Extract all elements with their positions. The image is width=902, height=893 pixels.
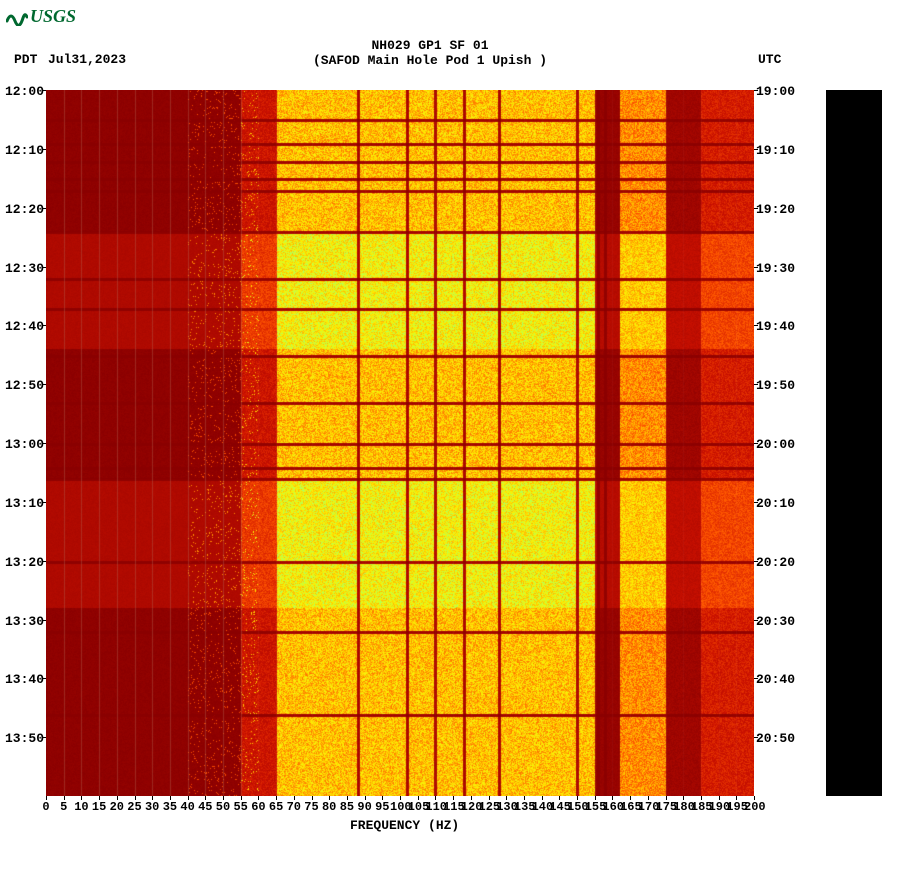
y-right-tick: 19:30 (756, 261, 806, 276)
y-left-tick: 13:40 (4, 672, 44, 687)
y-right-tick: 20:00 (756, 437, 806, 452)
plot-title-block: NH029 GP1 SF 01 (SAFOD Main Hole Pod 1 U… (300, 38, 560, 68)
utc-label: UTC (758, 52, 781, 67)
title-line-1: NH029 GP1 SF 01 (300, 38, 560, 53)
y-right-tick: 20:30 (756, 614, 806, 629)
y-left-tick: 12:40 (4, 319, 44, 334)
y-right-tick: 20:20 (756, 555, 806, 570)
y-left-tick: 13:20 (4, 555, 44, 570)
y-left-tick: 12:30 (4, 261, 44, 276)
y-right-tick: 19:50 (756, 378, 806, 393)
x-axis-label: FREQUENCY (HZ) (350, 818, 459, 833)
y-left-tick: 13:50 (4, 731, 44, 746)
spectrogram-canvas (46, 90, 754, 796)
y-left-tick: 13:00 (4, 437, 44, 452)
y-left-tick: 12:00 (4, 84, 44, 99)
y-right-tick: 20:40 (756, 672, 806, 687)
spectrogram-plot (46, 90, 754, 796)
date-label: Jul31,2023 (48, 52, 126, 67)
x-tick: 200 (744, 800, 764, 814)
y-right-tick: 20:10 (756, 496, 806, 511)
y-left-tick: 13:10 (4, 496, 44, 511)
y-left-tick: 12:50 (4, 378, 44, 393)
y-right-tick: 19:40 (756, 319, 806, 334)
colorbar (826, 90, 882, 796)
y-right-tick: 19:20 (756, 202, 806, 217)
y-right-tick: 19:00 (756, 84, 806, 99)
y-right-tick: 20:50 (756, 731, 806, 746)
usgs-logo-text: USGS (30, 6, 76, 27)
pdt-label: PDT (14, 52, 37, 67)
y-left-tick: 13:30 (4, 614, 44, 629)
usgs-logo: USGS (6, 6, 76, 27)
y-right-tick: 19:10 (756, 143, 806, 158)
y-left-tick: 12:10 (4, 143, 44, 158)
usgs-wave-icon (6, 8, 28, 26)
y-left-tick: 12:20 (4, 202, 44, 217)
title-line-2: (SAFOD Main Hole Pod 1 Upish ) (300, 53, 560, 68)
